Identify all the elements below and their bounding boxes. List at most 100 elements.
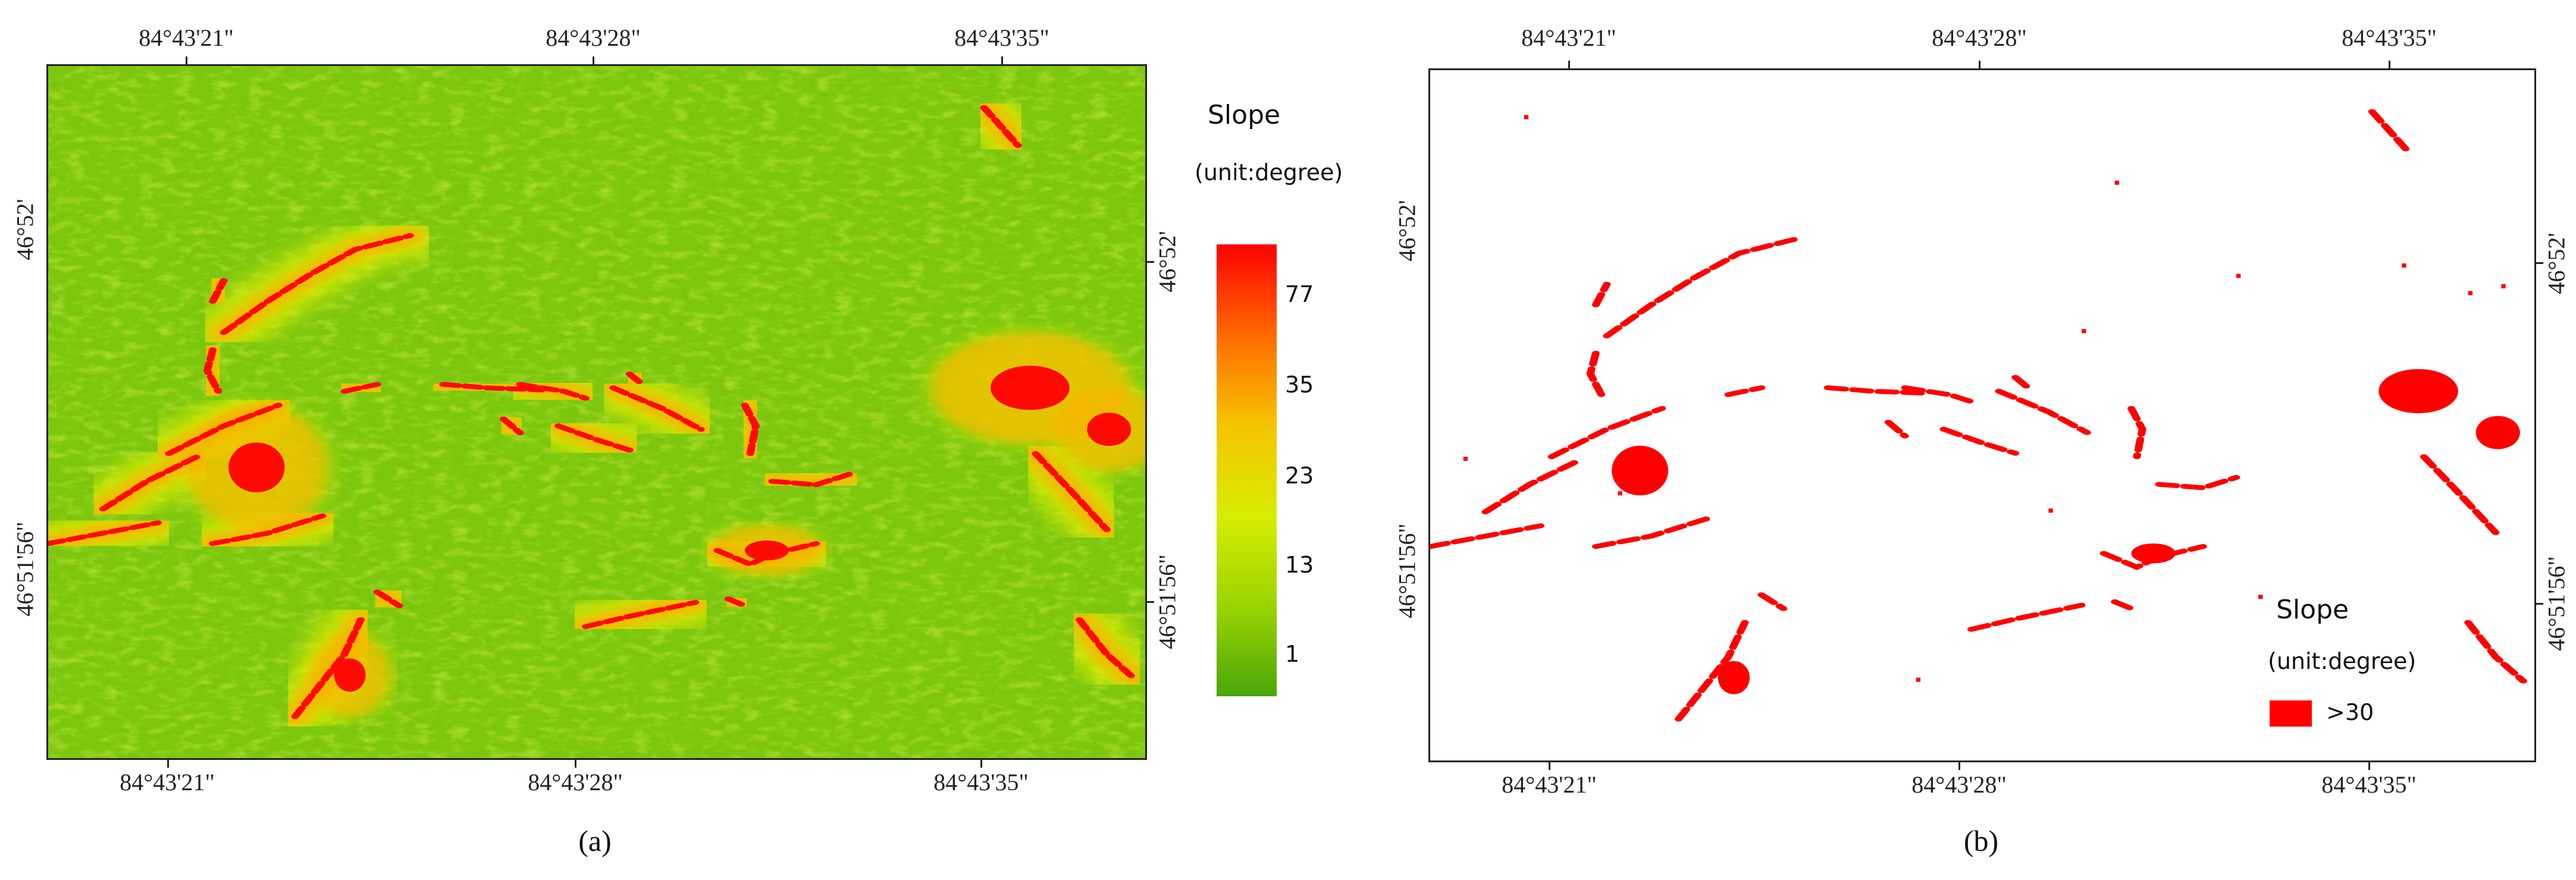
legend-title: Slope <box>1208 100 1281 130</box>
steep-slope-patch <box>1430 523 1545 549</box>
steep-slope-patch <box>48 520 162 546</box>
left-lat-label: 46°51'56" <box>1393 523 1421 618</box>
steep-slope-patch <box>2155 474 2240 491</box>
steep-slope-patch <box>1547 406 1666 460</box>
steep-slope-patch <box>1087 413 1132 447</box>
steep-slope-patch <box>1612 445 1669 496</box>
legend-class-label: >30 <box>2326 699 2374 725</box>
steep-slope-patch <box>1591 516 1710 549</box>
slope-map-b <box>1428 68 2536 762</box>
right-lat-label: 46°51'56" <box>1154 554 1181 649</box>
bottom-lon-label: 84°43'28" <box>1911 771 2007 798</box>
panel-caption: (a) <box>578 824 612 857</box>
steep-slope-patch <box>2475 416 2520 450</box>
tick-mark <box>1147 261 1154 263</box>
right-lat-label: 46°51'56" <box>2543 556 2570 651</box>
steep-slope-patch <box>2111 599 2136 611</box>
steep-slope-patch <box>99 454 200 512</box>
tick-mark <box>1147 601 1154 603</box>
steep-slope-patch <box>1032 451 1111 532</box>
bottom-lon-label: 84°43'35" <box>933 769 1029 796</box>
steep-slope-patch <box>582 600 700 629</box>
steep-slope-patch <box>980 105 1022 148</box>
steep-slope-patch <box>2082 329 2086 334</box>
steep-slope-patch <box>209 513 327 546</box>
steep-slope-mask <box>1430 109 2527 722</box>
colorbar-tick-label: 77 <box>1285 281 1314 307</box>
colorbar-tick-label: 13 <box>1285 552 1314 578</box>
bottom-lon-label: 84°43'21" <box>1502 771 1597 798</box>
top-lon-label: 84°43'21" <box>1521 24 1616 51</box>
steep-slope-patch <box>340 382 381 394</box>
steep-slope-patch <box>1967 602 2086 632</box>
steep-slope-patch <box>724 596 749 608</box>
steep-slope-patch <box>2420 454 2500 535</box>
steep-slope-patch <box>554 423 634 453</box>
steep-slope-patch <box>499 416 524 435</box>
legend-title: Slope <box>2276 595 2349 625</box>
steep-slope-patch <box>1823 385 1931 396</box>
bottom-lon-label: 84°43'35" <box>2321 771 2417 798</box>
steep-slope-patch <box>439 382 546 392</box>
tick-mark <box>593 56 594 64</box>
colorbar-tick-label: 1 <box>1285 641 1300 667</box>
panel-caption: (b) <box>1963 824 1999 857</box>
legend-swatch <box>2270 700 2312 727</box>
tick-mark <box>980 760 982 768</box>
steep-slope-patch <box>2368 109 2411 152</box>
bottom-lon-label: 84°43'28" <box>528 769 623 796</box>
steep-slope-patch <box>1995 388 2091 435</box>
steep-slope-patch <box>609 385 705 432</box>
steep-slope-patch <box>1757 592 1788 611</box>
steep-slope-patch <box>2127 406 2146 460</box>
left-lat-label: 46°52' <box>1393 200 1421 262</box>
right-lat-label: 46°52' <box>1154 231 1181 293</box>
steep-slope-patch <box>1591 281 1611 307</box>
steep-slope-patch <box>1075 617 1139 681</box>
top-lon-label: 84°43'35" <box>2342 24 2437 51</box>
steep-slope-patch <box>1481 457 1584 515</box>
steep-slope-patch <box>334 658 366 692</box>
top-lon-label: 84°43'28" <box>546 24 641 51</box>
bottom-lon-label: 84°43'21" <box>120 769 215 796</box>
legend-unit: (unit:degree) <box>1195 159 1343 186</box>
steep-slope-patch <box>1524 115 1529 120</box>
steep-slope-patch <box>291 617 365 719</box>
tick-mark <box>1979 61 1980 68</box>
legend-unit: (unit:degree) <box>2268 648 2417 674</box>
steep-slope-patch <box>1586 350 1606 397</box>
steep-slope-patch <box>1884 420 1909 439</box>
right-lat-label: 46°52' <box>2543 232 2570 294</box>
steep-slope-patch <box>1718 661 1750 694</box>
steep-slope-patch <box>1463 457 1468 461</box>
tick-mark <box>2536 603 2543 605</box>
steep-slope-patch <box>228 442 285 493</box>
steep-slope-patch <box>2048 508 2053 513</box>
left-lat-label: 46°52' <box>11 199 39 260</box>
steep-slope-patch <box>2258 595 2263 599</box>
steep-slope-patch <box>1675 620 1749 722</box>
top-lon-label: 84°43'28" <box>1932 24 2027 51</box>
steep-slope-patch <box>373 589 403 608</box>
steep-slope-patch <box>220 233 414 335</box>
steep-slope-patch <box>625 371 645 386</box>
top-lon-label: 84°43'21" <box>139 24 234 51</box>
tick-mark <box>1001 56 1003 64</box>
tick-mark <box>2389 61 2390 68</box>
steep-slope-patch <box>741 403 760 456</box>
slope-map-a <box>46 64 1147 760</box>
steep-slope-patch <box>1618 491 1622 496</box>
colorbar-tick-label: 23 <box>1285 463 1314 489</box>
steep-slope-patch <box>2236 274 2241 278</box>
tick-mark <box>2368 762 2370 770</box>
tick-mark <box>167 760 169 768</box>
tick-mark <box>575 760 576 768</box>
colorbar <box>1217 244 1277 696</box>
steep-slope-patch <box>2468 291 2473 296</box>
steep-slope-patch <box>516 382 590 401</box>
steep-slope-patch <box>2501 284 2506 288</box>
steep-slope-patch <box>1939 426 2020 456</box>
steep-slope-patch <box>203 347 222 394</box>
steep-slope-patch <box>1603 237 1798 339</box>
steep-slope-patch <box>744 540 789 561</box>
